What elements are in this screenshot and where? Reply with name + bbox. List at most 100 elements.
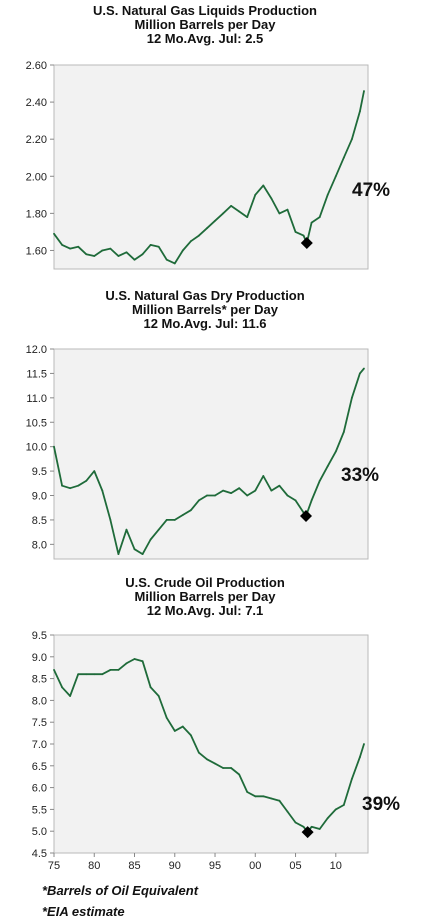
chart3-note: 12 Mo.Avg. Jul: 7.1 <box>146 603 264 618</box>
chart1-title: U.S. Natural Gas Liquids Production <box>93 3 317 18</box>
chart1-ytick-label: 1.80 <box>26 208 47 220</box>
chart2-ytick-label: 11.5 <box>26 368 47 380</box>
chart3-point <box>173 730 176 732</box>
chart3-point <box>101 673 104 676</box>
chart1-ytick-label: 1.60 <box>26 245 47 257</box>
chart1-point <box>334 175 337 178</box>
chart1-point <box>238 210 241 213</box>
chart3-point <box>69 695 72 697</box>
chart1-point <box>246 216 249 218</box>
chart3-percent-annotation: 39% <box>362 794 400 815</box>
chart1-point <box>326 193 329 196</box>
chart1-trough-marker <box>300 237 313 250</box>
chart1-point <box>157 245 160 248</box>
chart1-point <box>230 205 233 207</box>
chart1-point <box>173 262 176 265</box>
chart2-point <box>214 494 216 497</box>
chart3-point <box>141 660 144 663</box>
chart1-point <box>286 208 289 211</box>
chart3-xtick-label: 90 <box>169 860 181 872</box>
chart3-point <box>363 743 365 745</box>
chart3-xtick-label: 75 <box>48 860 60 872</box>
chart2-ytick-label: 10.5 <box>26 417 47 429</box>
chart3-point <box>238 773 241 776</box>
chart3-xtick-label: 00 <box>249 860 261 872</box>
chart2-point <box>141 553 144 556</box>
chart1-point <box>214 219 216 222</box>
chart2-percent-annotation: 33% <box>341 465 379 486</box>
chart2-point <box>350 396 353 399</box>
chart1-point <box>363 90 365 92</box>
chart2-point <box>230 492 233 494</box>
chart1-point <box>342 156 345 159</box>
chart1-point <box>302 234 305 237</box>
chart2-point <box>286 494 289 497</box>
chart3-point <box>246 791 249 793</box>
chart3-ytick-label: 7.0 <box>32 739 47 751</box>
chart1-title-block: U.S. Natural Gas Liquids Production Mill… <box>0 4 410 46</box>
chart1-point <box>278 212 281 215</box>
chart3-subtitle: Million Barrels per Day <box>134 589 276 604</box>
chart3-point <box>222 767 224 769</box>
chart2-point <box>125 528 128 531</box>
chart2-title: U.S. Natural Gas Dry Production <box>105 288 305 303</box>
chart1-point <box>310 221 313 224</box>
chart2-point <box>117 553 120 556</box>
chart3-ytick-label: 9.5 <box>32 630 47 642</box>
chart1-ytick-label: 2.60 <box>26 60 47 72</box>
chart2-ytick-label: 9.0 <box>32 491 47 503</box>
chart2-point <box>77 484 80 487</box>
chart3-trough-marker <box>301 826 314 839</box>
chart3-point <box>270 797 273 800</box>
chart3-point <box>318 828 321 830</box>
chart2-point <box>326 465 329 468</box>
chart3-point <box>125 662 128 665</box>
chart2-point <box>69 487 72 490</box>
chart3-point <box>149 686 152 689</box>
chart3-xtick-label: 80 <box>88 860 100 872</box>
chart2-ytick-label: 8.5 <box>32 515 47 527</box>
chart2-point <box>181 514 184 516</box>
chart1-point <box>318 216 321 218</box>
chart3-ytick-label: 6.5 <box>32 761 47 773</box>
chart1-plot-area <box>53 64 369 270</box>
chart2-ytick-label: 11.0 <box>26 393 47 405</box>
footnote-boe: *Barrels of Oil Equivalent <box>42 883 199 898</box>
chart1-point <box>109 247 112 250</box>
chart3-title-block: U.S. Crude Oil Production Million Barrel… <box>0 576 410 618</box>
chart2-point <box>101 489 104 492</box>
chart1-point <box>294 231 297 233</box>
chart1-point <box>61 243 63 246</box>
chart1-ytick-label: 2.20 <box>26 134 47 146</box>
chart3-point <box>117 668 120 671</box>
chart2-point <box>363 367 365 370</box>
chart3-point <box>350 777 353 780</box>
chart1-point <box>85 253 88 256</box>
chart1-note: 12 Mo.Avg. Jul: 2.5 <box>146 31 264 46</box>
chart3-point <box>93 673 96 676</box>
chart2-point <box>173 519 176 521</box>
chart2-point <box>206 494 208 497</box>
chart1-point <box>262 184 265 187</box>
chart3-point <box>181 725 184 728</box>
chart3-point <box>85 673 88 676</box>
chart1-ytick-label: 2.40 <box>26 97 47 109</box>
chart3-ytick-label: 8.0 <box>32 695 47 707</box>
chart1-point <box>141 253 144 256</box>
chart3-xtick-label: 85 <box>128 860 140 872</box>
chart2-ytick-label: 8.0 <box>32 539 47 551</box>
chart2-point <box>270 489 273 492</box>
chart1-point <box>53 232 55 235</box>
chart1-point <box>77 245 80 248</box>
chart3-plot-area <box>53 634 369 854</box>
chart2-point <box>53 445 55 448</box>
chart2-point <box>61 484 63 487</box>
chart1-subtitle: Million Barrels per Day <box>134 17 276 32</box>
chart3-xtick-label: 95 <box>209 860 221 872</box>
chart2-point <box>189 509 192 512</box>
chart2-point <box>222 489 224 492</box>
chart3-ytick-label: 8.5 <box>32 674 47 686</box>
chart2-subtitle: Million Barrels* per Day <box>132 302 278 317</box>
chart3-point <box>189 734 192 737</box>
chart3-point <box>214 762 216 765</box>
